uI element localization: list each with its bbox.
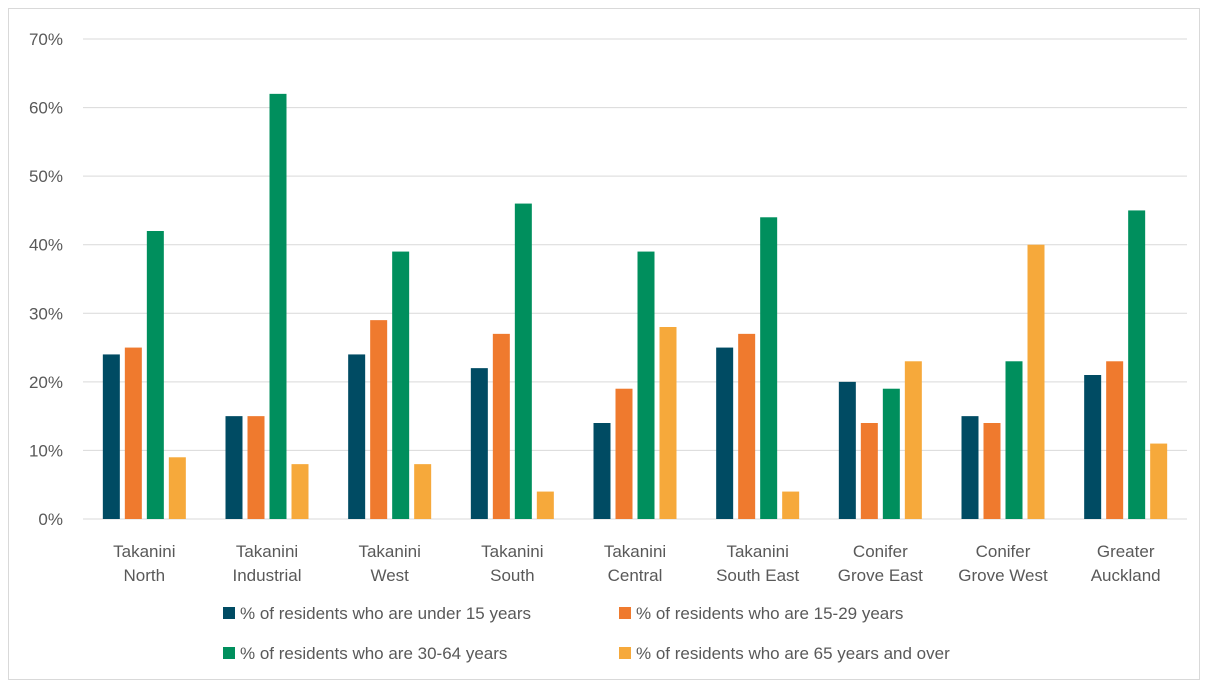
bar-5-2 [760,217,778,520]
legend-swatch-3 [619,647,631,659]
x-category-label-5: Takanini South East [716,542,799,585]
bar-4-0 [593,423,611,519]
legend-label-0: % of residents who are under 15 years [240,604,531,623]
bar-3-3 [536,491,554,519]
legend-label-3: % of residents who are 65 years and over [636,644,950,663]
bar-5-3 [782,491,800,519]
legend-label-2: % of residents who are 30-64 years [240,644,507,663]
bar-1-2 [269,93,287,519]
bar-3-1 [492,333,510,519]
y-tick-label-5: 50% [29,167,63,186]
bar-7-1 [983,423,1001,519]
bar-6-2 [882,388,900,519]
x-category-label-7: Conifer Grove West [958,542,1048,585]
bar-6-0 [838,381,856,519]
bar-2-3 [414,464,432,519]
bar-7-0 [961,416,979,519]
bar-0-0 [102,354,120,519]
bar-6-3 [904,361,922,519]
bar-6-1 [860,423,878,519]
y-tick-label-6: 60% [29,99,63,118]
bar-2-2 [392,251,410,520]
y-tick-label-3: 30% [29,304,63,323]
legend: % of residents who are under 15 years % o… [223,604,950,663]
x-category-label-4: Takanini Central [604,542,666,585]
bar-8-2 [1128,210,1146,519]
bar-8-3 [1150,443,1168,519]
y-tick-label-1: 10% [29,441,63,460]
bar-3-2 [514,203,532,520]
x-category-label-0: Takanini North [113,542,175,585]
bar-7-3 [1027,244,1045,519]
bar-8-0 [1084,375,1102,519]
bar-2-0 [348,354,366,519]
x-axis-category-labels: Takanini North Takanini Industrial Takanini W… [113,542,1160,585]
y-tick-label-7: 70% [29,30,63,49]
bar-0-3 [168,457,186,519]
legend-swatch-0 [223,607,235,619]
y-tick-label-2: 20% [29,373,63,392]
gridlines [83,38,1187,520]
y-tick-label-4: 40% [29,236,63,255]
bar-5-0 [716,347,734,519]
x-category-label-6: Conifer Grove East [838,542,923,585]
bar-1-0 [225,416,243,519]
x-category-label-1: Takanini Industrial [233,542,302,585]
bar-4-1 [615,388,633,519]
legend-label-1: % of residents who are 15-29 years [636,604,903,623]
bar-8-1 [1106,361,1124,519]
x-category-label-3: Takanini South [481,542,543,585]
bars [102,93,1168,520]
y-axis-tick-labels: 0% 10% 20% 30% 40% 50% 60% 70% [29,30,63,529]
chart-svg: 0%10%20%30%40%50%60%70% Takanini NorthTak… [29,30,1187,663]
bar-1-3 [291,464,309,519]
chart-frame: 0% 10% 20% 30% 40% 50% 60% 70% Takanini North Tak… [8,8,1200,680]
x-category-label-2: Takanini West [358,542,420,585]
bar-0-2 [146,231,164,519]
bar-3-0 [470,368,488,519]
bar-0-1 [124,347,142,519]
bar-4-2 [637,251,655,520]
bar-5-1 [738,333,756,519]
legend-swatch-1 [619,607,631,619]
bar-1-1 [247,416,265,519]
x-category-label-8: Greater Auckland [1091,542,1161,585]
bar-2-1 [370,320,388,519]
y-tick-label-0: 0% [38,510,63,529]
bar-7-2 [1005,361,1023,519]
legend-swatch-2 [223,647,235,659]
bar-4-3 [659,327,677,519]
